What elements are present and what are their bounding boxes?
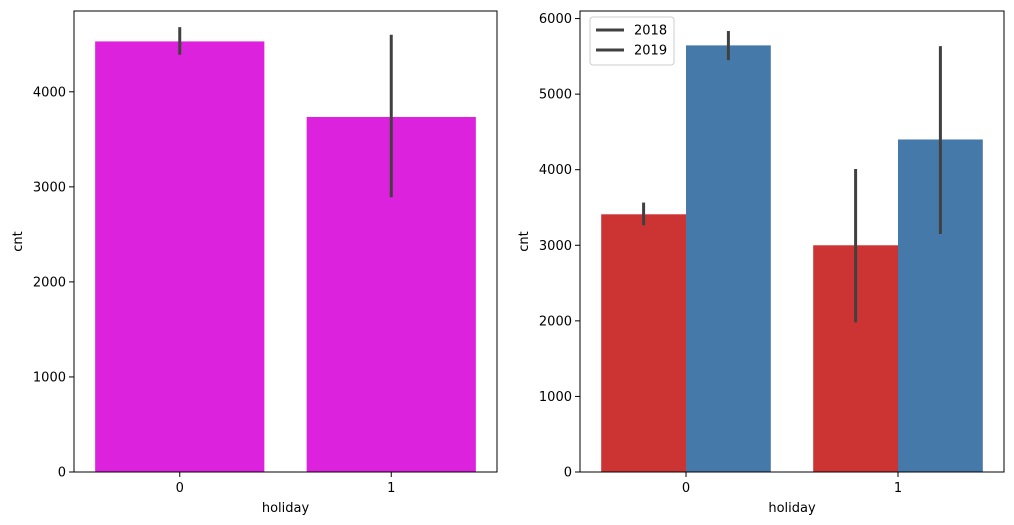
x-axis-label: holiday [768,501,816,516]
legend-label-2019: 2019 [634,44,667,59]
axes-frame [73,10,498,473]
y-tick-label: 4000 [539,163,572,178]
bar-series-0-cat-0 [95,41,265,472]
x-tick-label: 0 [176,481,184,496]
y-tick-label: 4000 [33,85,66,100]
y-tick-label: 3000 [539,239,572,254]
x-tick-label: 1 [387,481,395,496]
x-tick-label: 0 [682,481,690,496]
legend-label-2018: 2018 [634,24,667,39]
y-tick-label: 1000 [539,390,572,405]
y-tick-label: 6000 [539,12,572,27]
chart-left: 0 1000 2000 3000 4000 0 1 holiday cnt [11,10,498,516]
chart-right: 0 1000 2000 3000 4000 5000 6000 0 1 holiday cnt 201… [517,10,1005,516]
bar-series-1-cat-0 [686,45,771,472]
legend: 2018 2019 [589,16,675,66]
x-axis-label: holiday [262,501,310,516]
bar-series-0-cat-0 [601,214,686,472]
x-tick-label: 1 [894,481,902,496]
axes-frame [579,10,1005,473]
y-tick-label: 3000 [33,180,66,195]
y-tick-label: 2000 [539,314,572,329]
y-tick-label: 0 [58,466,66,481]
y-axis-label: cnt [11,231,26,251]
y-axis-label: cnt [517,231,532,251]
y-tick-label: 2000 [33,275,66,290]
y-tick-label: 1000 [33,370,66,385]
y-tick-label: 5000 [539,88,572,103]
y-tick-label: 0 [564,466,572,481]
